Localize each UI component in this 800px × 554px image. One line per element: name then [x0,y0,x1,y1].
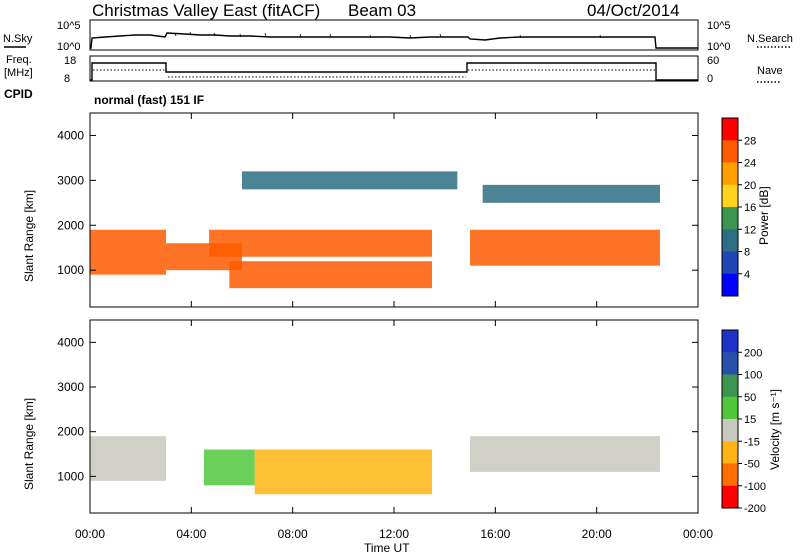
ytick-label: 4000 [57,128,84,142]
freq-label: Freq. [6,54,32,66]
power-ylabel: Slant Range [km] [22,190,36,282]
colorbar-segment [722,374,738,398]
colorbar-tick-label: -15 [744,436,760,448]
colorbar-segment [722,229,738,252]
colorbar-tick-label: 4 [744,269,750,281]
ytick-label: 3000 [57,380,84,394]
nave-tick-low: 0 [707,73,713,85]
ytick-label: 3000 [57,173,84,187]
nsearch-tick-low: 10^0 [707,41,731,53]
colorbar-tick-label: 200 [744,347,762,359]
colorbar-segment [722,330,738,353]
colorbar-segment [722,396,738,420]
ytick-label: 1000 [57,263,84,277]
xtick-label: 00:00 [683,527,713,541]
freq-unit-label: [MHz] [4,67,33,79]
colorbar-tick-label: -50 [744,459,760,471]
nsky-label: N.Sky [3,33,33,45]
velocity-colorbar: 200 100 50 15 -15 -50 -100 -200 [721,329,766,515]
ytick-label: 2000 [57,218,84,232]
echo-band [229,261,432,289]
colorbar-tick-label: -100 [744,481,766,493]
nave-trace [93,69,655,78]
xtick-label: 20:00 [582,527,612,541]
colorbar-tick-label: 20 [744,180,756,192]
colorbar-segment [722,118,738,141]
nsky-noise [174,31,602,39]
colorbar-segment [722,184,738,208]
nsky-tick-high: 10^5 [57,20,81,32]
colorbar-tick-label: 28 [744,135,756,147]
colorbar-segment [722,463,738,487]
colorbar-tick-label: 12 [744,224,756,236]
nsearch-label: N.Search [747,33,793,45]
echo-band [254,449,432,495]
power-heatmap [89,112,699,308]
colorbar-tick-label: -200 [744,503,766,515]
colorbar-segment [722,251,738,275]
colorbar-segment [722,162,738,186]
ytick-label: 1000 [57,469,84,483]
colorbar-segment [722,419,738,442]
colorbar-segment [722,485,738,509]
ytick-label: 4000 [57,335,84,349]
echo-band [90,436,166,481]
echo-band [90,229,166,275]
velocity-ylabel: Slant Range [km] [22,398,36,490]
colorbar-segment [722,441,738,464]
colorbar-tick-label: 8 [744,247,750,259]
freq-trace [90,62,698,81]
colorbar-tick-label: 50 [744,392,756,404]
xtick-label: 00:00 [75,527,105,541]
nave-tick-high: 60 [707,55,719,67]
nsearch-tick-high: 10^5 [707,20,731,32]
cpid-value: normal (fast) 151 IF [94,93,204,107]
echo-band [470,229,660,266]
time-axis-label: Time UT [364,541,410,554]
echo-band [482,184,660,203]
nave-label: Nave [757,65,783,77]
colorbar-tick-label: 100 [744,370,762,382]
xtick-label: 12:00 [379,527,409,541]
colorbar-segment [722,140,738,163]
ytick-label: 2000 [57,425,84,439]
freq-tick-high: 18 [64,55,76,67]
colorbar-segment [722,352,738,375]
echo-band [209,229,432,257]
echo-band [204,449,255,486]
xtick-label: 16:00 [480,527,510,541]
colorbar-tick-label: 16 [744,202,756,214]
colorbar-tick-label: 15 [744,414,756,426]
colorbar-segment [722,273,738,297]
date-label: 04/Oct/2014 [587,1,680,20]
xtick-label: 04:00 [176,527,206,541]
velocity-heatmap [89,319,699,514]
beam-label: Beam 03 [348,1,416,20]
freq-tick-low: 8 [64,73,70,85]
nsky-tick-low: 10^0 [57,41,81,53]
echo-band [242,171,458,190]
colorbar-tick-label: 24 [744,158,756,170]
echo-band [470,436,660,472]
nsky-panel-frame [89,19,699,51]
power-colorbar: 28 24 20 16 12 8 4 [721,117,756,297]
colorbar-segment [722,207,738,230]
cpid-label: CPID [4,87,33,101]
xtick-label: 08:00 [278,527,308,541]
plot-title: Christmas Valley East (fitACF) [92,1,320,20]
freq-panel-frame [89,55,699,82]
power-colorbar-label: Power [dB] [757,186,771,245]
nsky-trace [90,32,698,49]
velocity-colorbar-label: Velocity [m s⁻¹] [768,389,782,470]
